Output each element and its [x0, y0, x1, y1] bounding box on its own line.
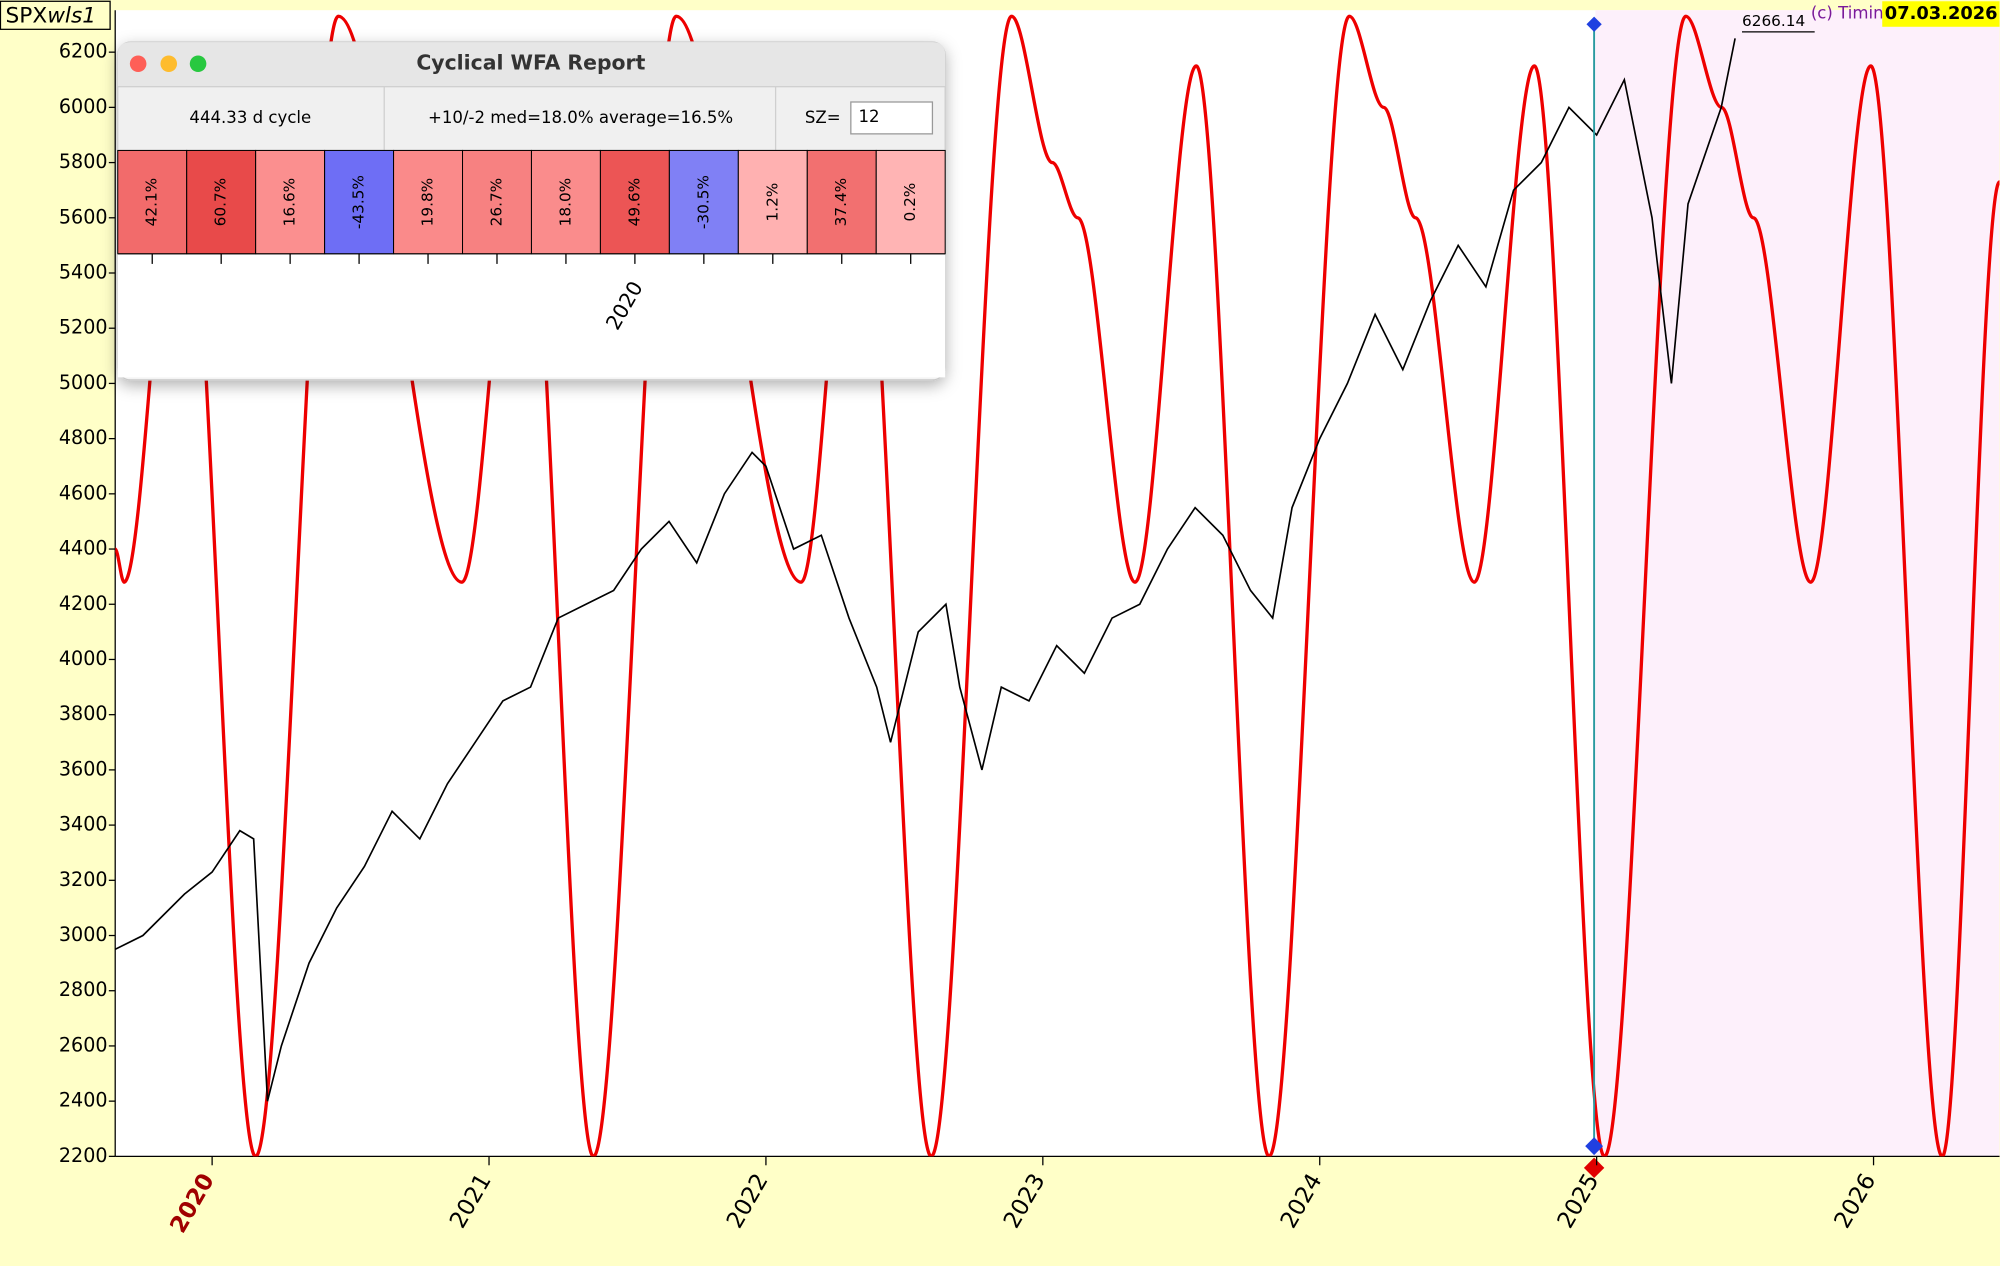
- minimize-button[interactable]: [160, 55, 178, 73]
- y-tick-label: 5800: [59, 150, 108, 173]
- y-tick-label: 3800: [59, 702, 108, 725]
- y-tick-label: 4000: [59, 647, 108, 670]
- y-tick-label: 4800: [59, 426, 108, 449]
- y-tick-label: 2600: [59, 1033, 108, 1056]
- sz-input[interactable]: [850, 101, 934, 135]
- copyright: (c) Timing: [1811, 4, 1894, 23]
- date: 07.03.2026 F: [1885, 3, 2000, 24]
- wfa-cell: [186, 149, 257, 255]
- wfa-cell: [806, 149, 877, 255]
- symbol: SPXwls1: [6, 4, 96, 29]
- y-tick-label: 3400: [59, 813, 108, 836]
- y-tick-label: 4400: [59, 537, 108, 560]
- forecast-zone: [1595, 10, 2000, 1157]
- y-tick-label: 4200: [59, 592, 108, 615]
- info-row: [117, 86, 946, 152]
- wfa-cell: [255, 149, 326, 255]
- y-tick-label: 4600: [59, 481, 108, 504]
- close-button[interactable]: [129, 55, 147, 73]
- cycle-length: 444.33 d cycle: [189, 108, 311, 127]
- window-title: Cyclical WFA Report: [416, 51, 645, 75]
- symbol-name: SPX: [6, 4, 48, 29]
- y-tick-label: 6200: [59, 40, 108, 63]
- y-tick-label: 5600: [59, 205, 108, 228]
- wfa-cell: [737, 149, 808, 255]
- wfa-cell-label: 18.0%: [556, 178, 574, 227]
- y-tick-label: 6000: [59, 95, 108, 118]
- y-tick-label: 2800: [59, 978, 108, 1001]
- wfa-cell-label: 16.6%: [281, 178, 299, 227]
- wfa-cell: [117, 149, 188, 255]
- cursor-marker[interactable]: [1583, 1157, 1605, 1179]
- y-tick-label: 5000: [59, 371, 108, 394]
- wfa-cell-label: 19.8%: [419, 178, 437, 227]
- date-box: [1882, 1, 2000, 27]
- wfa-cell-label: 0.2%: [901, 183, 919, 222]
- series-layer: [115, 14, 2000, 1157]
- zoom-button[interactable]: [189, 55, 207, 73]
- y-tick-label: 5400: [59, 260, 108, 283]
- y-tick-label: 2400: [59, 1089, 108, 1112]
- wfa-cell: [875, 149, 946, 255]
- y-tick-label: 3000: [59, 923, 108, 946]
- report-window: Cyclical WFA Report 444.33 d cycle +10/-…: [117, 41, 946, 381]
- wfa-cell-label: 37.4%: [832, 178, 850, 227]
- y-tick-label: 3600: [59, 757, 108, 780]
- wfa-cell-label: -30.5%: [694, 175, 712, 229]
- y-tick-label: 3200: [59, 868, 108, 891]
- cursor-marker[interactable]: [1586, 16, 1602, 32]
- wfa-cell-label: 1.2%: [763, 183, 781, 222]
- wfa-cell-label: 26.7%: [487, 178, 505, 227]
- wfa-cell: [668, 149, 739, 255]
- wfa-cell: [393, 149, 464, 255]
- symbol-suffix: wls1: [47, 4, 96, 29]
- title-bar: [117, 42, 946, 87]
- symbol-box[interactable]: [0, 0, 111, 30]
- last-price: 6266.14: [1742, 12, 1805, 30]
- wfa-cell-label: -43.5%: [350, 175, 368, 229]
- y-tick-label: 2200: [59, 1144, 108, 1167]
- y-tick-label: 5200: [59, 316, 108, 339]
- price-line: [115, 38, 1736, 1102]
- sz-value: 12: [858, 107, 879, 126]
- sz-label: SZ=: [805, 108, 841, 127]
- report-axis-area: [117, 252, 946, 378]
- stats: +10/-2 med=18.0% average=16.5%: [428, 108, 733, 127]
- wfa-cell-label: 42.1%: [143, 178, 161, 227]
- wfa-cell-label: 49.6%: [625, 178, 643, 227]
- wfa-cell-label: 60.7%: [212, 178, 230, 227]
